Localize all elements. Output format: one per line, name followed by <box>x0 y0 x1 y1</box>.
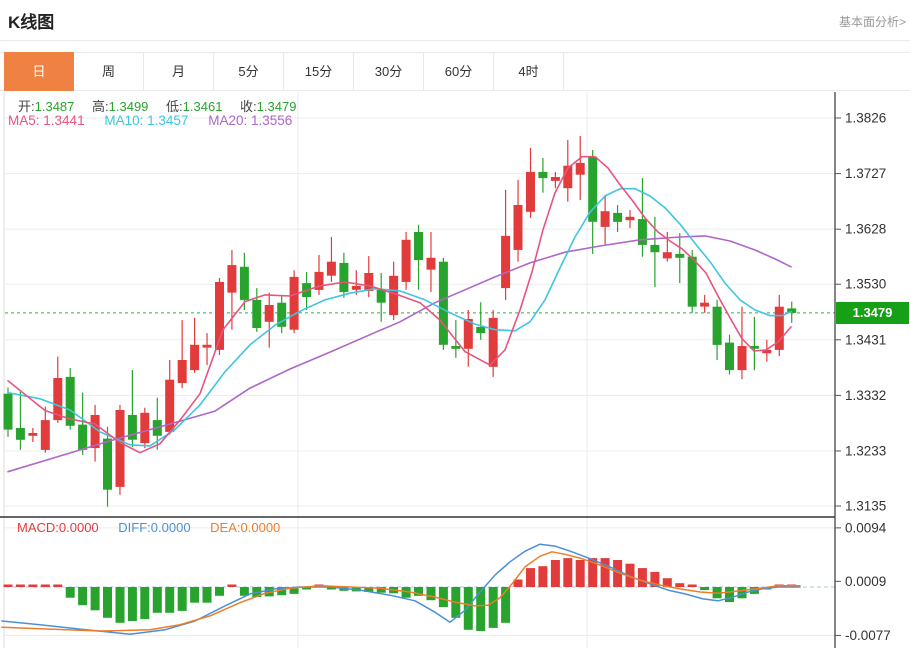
macd-value: 0.0000 <box>58 520 99 535</box>
open-label: 开: <box>18 99 35 114</box>
ma20-label: MA20: <box>208 113 248 128</box>
chart-canvas[interactable]: 1.3826 1.3727 1.3628 1.3530 1.3431 1.3332 1.32… <box>0 92 910 648</box>
high-value: 1.3499 <box>108 99 149 114</box>
macd-diff-line <box>1 543 801 635</box>
svg-text:1.3431: 1.3431 <box>845 332 886 347</box>
close-label: 收: <box>240 99 257 114</box>
macd-readout: MACD:0.0000 DIFF:0.0000 DEA:0.0000 <box>17 520 296 535</box>
macd-dea-line <box>1 551 801 632</box>
tab-15min[interactable]: 15分 <box>284 53 354 90</box>
tab-week[interactable]: 周 <box>74 53 144 90</box>
svg-text:1.3628: 1.3628 <box>845 222 886 237</box>
tab-30min[interactable]: 30分 <box>354 53 424 90</box>
candles <box>3 136 797 507</box>
svg-text:1.3233: 1.3233 <box>845 443 886 458</box>
price-axis-labels: 1.3826 1.3727 1.3628 1.3530 1.3431 1.3332 1.32… <box>835 111 891 643</box>
dea-value: 0.0000 <box>240 520 281 535</box>
macd-histogram <box>3 558 797 631</box>
ma20-value: 1.3556 <box>251 113 293 128</box>
page-title: K线图 <box>8 13 55 32</box>
ma20-line <box>7 235 792 473</box>
period-tabstrip: 日 周 月 5分 15分 30分 60分 4时 <box>0 52 910 91</box>
low-label: 低: <box>166 99 183 114</box>
ma-readout: MA5: 1.3441 MA10: 1.3457 MA20: 1.3556 <box>8 113 308 128</box>
close-value: 1.3479 <box>256 99 297 114</box>
ma10-value: 1.3457 <box>147 113 189 128</box>
svg-text:-0.0077: -0.0077 <box>845 628 891 643</box>
tab-60min[interactable]: 60分 <box>424 53 494 90</box>
ma5-line <box>7 155 792 454</box>
gridlines <box>3 92 835 648</box>
svg-text:0.0094: 0.0094 <box>845 520 887 535</box>
svg-text:1.3826: 1.3826 <box>845 111 886 126</box>
ma5-value: 1.3441 <box>43 113 85 128</box>
tab-4hour[interactable]: 4时 <box>494 53 564 90</box>
period-tabs: 日 周 月 5分 15分 30分 60分 4时 <box>4 52 910 91</box>
tab-month[interactable]: 月 <box>144 53 214 90</box>
svg-text:1.3135: 1.3135 <box>845 499 886 514</box>
high-label: 高: <box>92 99 109 114</box>
header-divider <box>0 40 910 41</box>
current-price-badge: 1.3479 <box>836 302 909 324</box>
macd-label: MACD: <box>17 520 59 535</box>
svg-text:0.0009: 0.0009 <box>845 574 886 589</box>
fundamental-analysis-link[interactable]: 基本面分析> <box>838 15 906 29</box>
tab-5min[interactable]: 5分 <box>214 53 284 90</box>
tab-day[interactable]: 日 <box>4 52 74 91</box>
svg-text:1.3530: 1.3530 <box>845 277 886 292</box>
ma10-label: MA10: <box>104 113 144 128</box>
ohlc-readout: 开:1.3487 高:1.3499 低:1.3461 收:1.3479 <box>18 96 310 115</box>
svg-text:1.3332: 1.3332 <box>845 388 886 403</box>
dea-label: DEA: <box>210 520 241 535</box>
ma5-label: MA5: <box>8 113 40 128</box>
open-value: 1.3487 <box>34 99 75 114</box>
diff-label: DIFF: <box>118 520 151 535</box>
svg-text:1.3727: 1.3727 <box>845 166 886 181</box>
ma10-line <box>7 187 792 447</box>
diff-value: 0.0000 <box>150 520 191 535</box>
low-value: 1.3461 <box>182 99 223 114</box>
